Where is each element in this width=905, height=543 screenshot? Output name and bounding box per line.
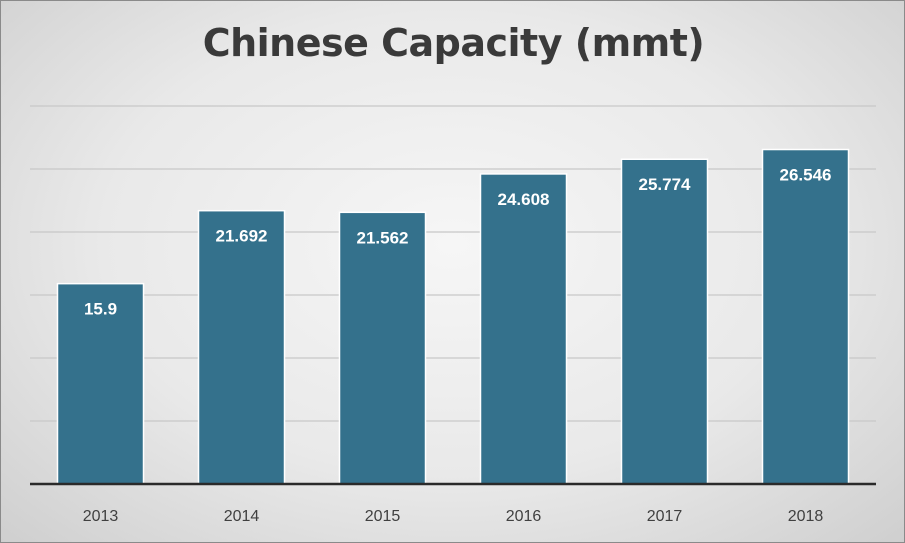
data-label-2016: 24.608 (498, 190, 550, 209)
data-label-2014: 21.692 (216, 227, 268, 246)
data-label-2015: 21.562 (357, 228, 409, 247)
bars (56, 148, 850, 485)
x-tick-2013: 2013 (83, 508, 119, 525)
bar-2018 (761, 148, 850, 485)
x-tick-2015: 2015 (365, 508, 401, 525)
bar-2017 (620, 158, 709, 485)
bar-2015 (338, 211, 427, 485)
x-tick-2017: 2017 (647, 508, 683, 525)
data-labels: 15.9 21.692 21.562 24.608 25.774 26.546 (84, 166, 832, 319)
chart-title: Chinese Capacity (mmt) (202, 21, 705, 65)
data-label-2018: 26.546 (780, 166, 832, 185)
bar-2014 (197, 209, 286, 485)
gridlines (30, 105, 876, 422)
bar-2016 (479, 173, 568, 485)
x-tick-2016: 2016 (506, 508, 542, 525)
x-tick-labels: 2013 2014 2015 2016 2017 2018 (83, 508, 824, 525)
data-label-2017: 25.774 (639, 175, 692, 194)
x-tick-2014: 2014 (224, 508, 260, 525)
data-label-2013: 15.9 (84, 300, 117, 319)
x-tick-2018: 2018 (788, 508, 824, 525)
